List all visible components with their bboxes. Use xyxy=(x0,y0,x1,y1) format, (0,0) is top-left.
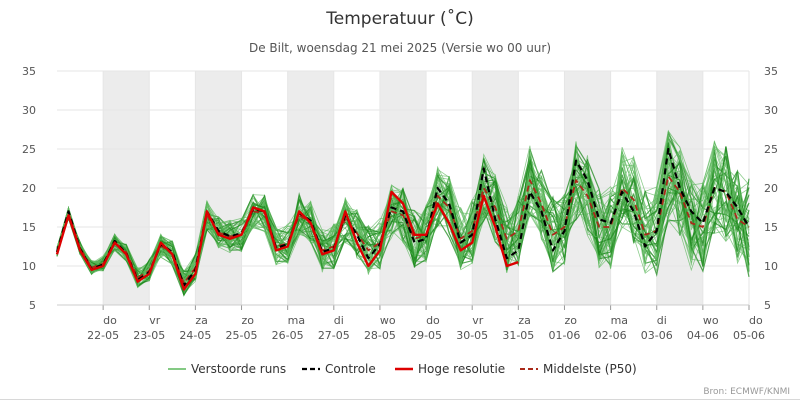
y-tick-label-right: 5 xyxy=(764,299,771,312)
x-tick-date: 25-05 xyxy=(226,329,258,342)
y-tick-label-right: 25 xyxy=(764,143,778,156)
chart-subtitle: De Bilt, woensdag 21 mei 2025 (Versie wo… xyxy=(249,41,551,55)
x-tick-date: 27-05 xyxy=(318,329,350,342)
legend-label-control: Controle xyxy=(325,362,376,376)
x-tick-day: ma xyxy=(611,314,628,327)
legend-item-high-res[interactable]: Hoge resolutie xyxy=(395,362,505,376)
x-tick-day: di xyxy=(334,314,344,327)
x-tick-day: za xyxy=(195,314,208,327)
y-tick-label-right: 30 xyxy=(764,104,778,117)
high-res-series-line xyxy=(55,190,519,291)
x-tick-day: wo xyxy=(380,314,396,327)
x-tick-day: za xyxy=(518,314,531,327)
legend: Verstoorde runs Controle Hoge resolutie … xyxy=(168,362,637,376)
x-tick-day: vr xyxy=(472,314,484,327)
x-tick-date: 03-06 xyxy=(641,329,673,342)
legend-item-median[interactable]: Middelste (P50) xyxy=(520,362,637,376)
series-lines xyxy=(55,147,750,291)
control-series-line xyxy=(55,147,750,287)
x-tick-date: 29-05 xyxy=(410,329,442,342)
legend-item-ensemble[interactable]: Verstoorde runs xyxy=(168,362,286,376)
legend-label-median: Middelste (P50) xyxy=(543,362,637,376)
x-tick-date: 05-06 xyxy=(733,329,765,342)
legend-item-control[interactable]: Controle xyxy=(302,362,376,376)
ensemble-run-line xyxy=(56,157,750,294)
x-tick-day: do xyxy=(426,314,440,327)
y-tick-label-left: 5 xyxy=(29,299,36,312)
x-tick-day: ma xyxy=(288,314,305,327)
x-tick-date: 22-05 xyxy=(87,329,119,342)
y-tick-label-right: 35 xyxy=(764,65,778,78)
x-tick-day: do xyxy=(103,314,117,327)
x-tick-day: wo xyxy=(703,314,719,327)
legend-label-ensemble: Verstoorde runs xyxy=(191,362,286,376)
x-tick-day: di xyxy=(657,314,667,327)
y-tick-label-left: 35 xyxy=(22,65,36,78)
y-tick-label-right: 15 xyxy=(764,221,778,234)
x-tick-day: zo xyxy=(564,314,577,327)
chart-title: Temperatuur (˚C) xyxy=(325,8,473,29)
legend-label-high-res: Hoge resolutie xyxy=(418,362,505,376)
y-tick-label-left: 20 xyxy=(22,182,36,195)
x-tick-date: 01-06 xyxy=(548,329,580,342)
x-tick-date: 26-05 xyxy=(272,329,304,342)
x-tick-date: 23-05 xyxy=(133,329,165,342)
ensemble-run-line xyxy=(56,152,750,287)
x-tick-day: vr xyxy=(149,314,161,327)
x-tick-date: 30-05 xyxy=(456,329,488,342)
ensemble-run-line xyxy=(56,153,750,279)
x-tick-date: 02-06 xyxy=(595,329,627,342)
y-tick-label-right: 20 xyxy=(764,182,778,195)
chart-credits: Bron: ECMWF/KNMI xyxy=(703,387,790,397)
x-tick-day: zo xyxy=(242,314,255,327)
y-tick-label-left: 10 xyxy=(22,260,36,273)
x-tick-day: do xyxy=(749,314,763,327)
y-tick-label-left: 25 xyxy=(22,143,36,156)
x-tick-date: 28-05 xyxy=(364,329,396,342)
y-tick-label-left: 30 xyxy=(22,104,36,117)
x-tick-date: 24-05 xyxy=(179,329,211,342)
x-tick-date: 04-06 xyxy=(687,329,719,342)
y-tick-label-right: 10 xyxy=(764,260,778,273)
axes: 5 5 10 10 15 15 20 20 25 25 30 30 35 35 do 22-05 vr 23-05… xyxy=(22,65,778,342)
y-tick-label-left: 15 xyxy=(22,221,36,234)
ensemble-run-line xyxy=(56,137,750,291)
x-tick-date: 31-05 xyxy=(502,329,534,342)
